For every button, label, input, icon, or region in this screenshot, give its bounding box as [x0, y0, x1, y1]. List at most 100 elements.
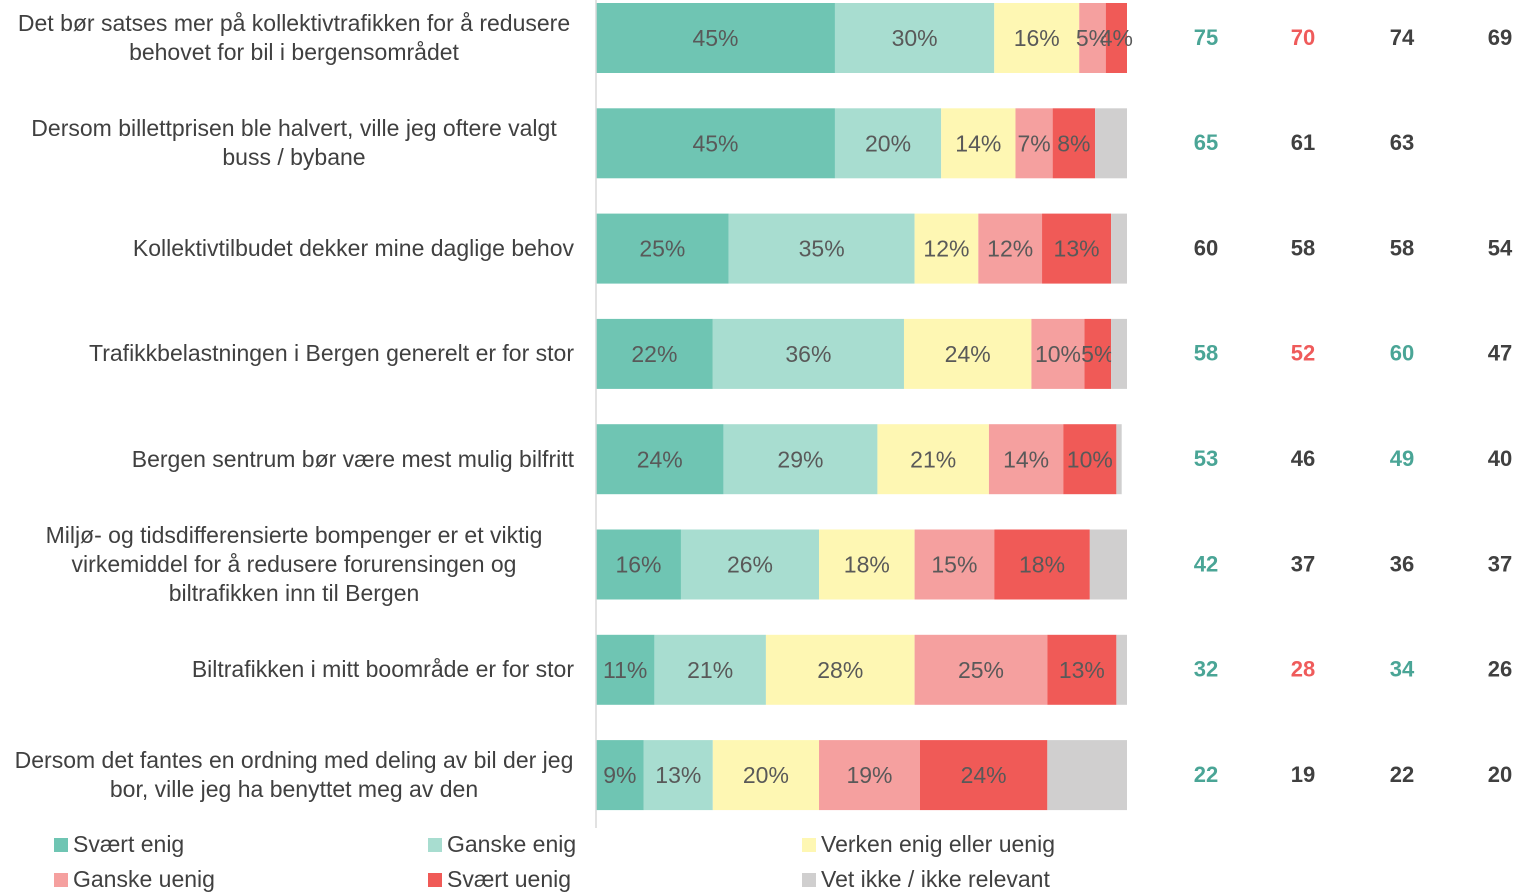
side-value: 37	[1488, 551, 1512, 576]
side-value: 74	[1390, 25, 1415, 50]
data-label: 8%	[1057, 130, 1090, 156]
bar-segment	[914, 634, 1048, 705]
bar-segment	[712, 318, 904, 389]
bar-segment	[596, 634, 655, 705]
data-label: 30%	[892, 25, 938, 51]
side-value: 46	[1291, 446, 1315, 471]
side-value: 28	[1291, 657, 1315, 682]
side-value: 53	[1194, 446, 1218, 471]
bar-segment	[1015, 108, 1053, 179]
bar-segment	[1052, 108, 1096, 179]
bar-segment	[728, 213, 915, 284]
bar-segment	[596, 740, 644, 811]
legend-label: Verken enig eller uenig	[821, 831, 1055, 857]
bar-segment	[1063, 424, 1117, 495]
category-text: Dersom det fantes en ordning med deling …	[14, 747, 574, 803]
side-value: 36	[1390, 551, 1414, 576]
legend-label: Vet ikke / ikke relevant	[821, 866, 1050, 892]
bar-segment	[1084, 318, 1112, 389]
bar-segment	[994, 529, 1090, 600]
side-value: 52	[1291, 341, 1315, 366]
side-value: 58	[1291, 235, 1315, 260]
data-label: 14%	[1003, 446, 1049, 472]
data-label: 7%	[1017, 130, 1050, 156]
data-label: 9%	[603, 762, 636, 788]
category-text: Biltrafikken i mitt boområde er for stor	[191, 656, 574, 683]
data-label: 4%	[1100, 25, 1133, 51]
side-value: 75	[1194, 25, 1218, 50]
side-value: 22	[1194, 762, 1218, 787]
data-label: 11%	[603, 657, 647, 683]
data-label: 24%	[961, 762, 1007, 788]
category-text: Kollektivtilbudet dekker mine daglige be…	[132, 235, 574, 262]
data-label: 24%	[637, 446, 683, 472]
legend-label: Svært enig	[73, 831, 184, 857]
data-label: 18%	[844, 552, 890, 578]
side-value: 58	[1390, 235, 1414, 260]
bar-segment	[1105, 3, 1127, 73]
side-value: 37	[1291, 551, 1315, 576]
category-label: Miljø- og tidsdifferensierte bompenger e…	[8, 521, 574, 608]
bar-segment	[680, 529, 820, 600]
data-label: 10%	[1067, 446, 1113, 472]
bar-segment	[941, 108, 1016, 179]
bar-segment	[596, 424, 724, 495]
side-value: 63	[1390, 130, 1414, 155]
side-value: 54	[1488, 235, 1513, 260]
data-label: 14%	[955, 130, 1001, 156]
side-value: 70	[1291, 25, 1315, 50]
category-label: Bergen sentrum bør være mest mulig bilfr…	[8, 445, 574, 474]
legend-swatch	[428, 838, 442, 852]
bar-segment	[834, 3, 995, 73]
bar-segment	[1095, 108, 1127, 179]
side-value: 20	[1488, 762, 1512, 787]
bar-segment	[1047, 740, 1127, 811]
side-value: 34	[1390, 657, 1415, 682]
bar-segment	[596, 529, 681, 600]
bar-segment	[819, 740, 920, 811]
category-label: Trafikkbelastningen i Bergen generelt er…	[8, 339, 574, 368]
bar-segment	[914, 213, 979, 284]
side-value: 65	[1194, 130, 1218, 155]
category-text: Bergen sentrum bør være mest mulig bilfr…	[131, 445, 574, 472]
data-label: 5%	[1076, 25, 1109, 51]
bar-segment	[596, 213, 729, 284]
bar-segment	[819, 529, 915, 600]
data-label: 20%	[865, 130, 911, 156]
bar-segment	[1111, 213, 1127, 284]
data-label: 36%	[785, 341, 831, 367]
data-label: 10%	[1035, 341, 1081, 367]
side-value: 40	[1488, 446, 1512, 471]
bar-segment	[596, 108, 835, 179]
bar-segment	[988, 424, 1064, 495]
side-value: 58	[1194, 341, 1218, 366]
legend-swatch	[802, 873, 816, 887]
legend-label: Svært uenig	[447, 866, 571, 892]
legend-swatch	[802, 838, 816, 852]
category-label: Dersom det fantes en ordning med deling …	[8, 746, 574, 804]
data-label: 16%	[615, 552, 661, 578]
bar-segment	[1116, 424, 1122, 495]
data-label: 29%	[777, 446, 823, 472]
bar-segment	[834, 108, 942, 179]
bar-segment	[877, 424, 989, 495]
bar-segment	[1047, 634, 1117, 705]
bar-segment	[654, 634, 766, 705]
bar-segment	[643, 740, 713, 811]
bar-segment	[1031, 318, 1085, 389]
side-value: 61	[1291, 130, 1315, 155]
bar-segment	[919, 740, 1048, 811]
legend-swatch	[54, 838, 68, 852]
data-label: 25%	[639, 236, 685, 262]
category-label: Kollektivtilbudet dekker mine daglige be…	[8, 234, 574, 263]
bar-segment	[1079, 3, 1106, 73]
category-text: Miljø- og tidsdifferensierte bompenger e…	[45, 522, 543, 606]
data-label: 19%	[846, 762, 892, 788]
bar-segment	[994, 3, 1080, 73]
data-label: 24%	[945, 341, 991, 367]
data-label: 22%	[631, 341, 677, 367]
category-label: Det bør satses mer på kollektivtrafikken…	[8, 9, 574, 67]
data-label: 21%	[910, 446, 956, 472]
side-value: 60	[1194, 235, 1218, 260]
